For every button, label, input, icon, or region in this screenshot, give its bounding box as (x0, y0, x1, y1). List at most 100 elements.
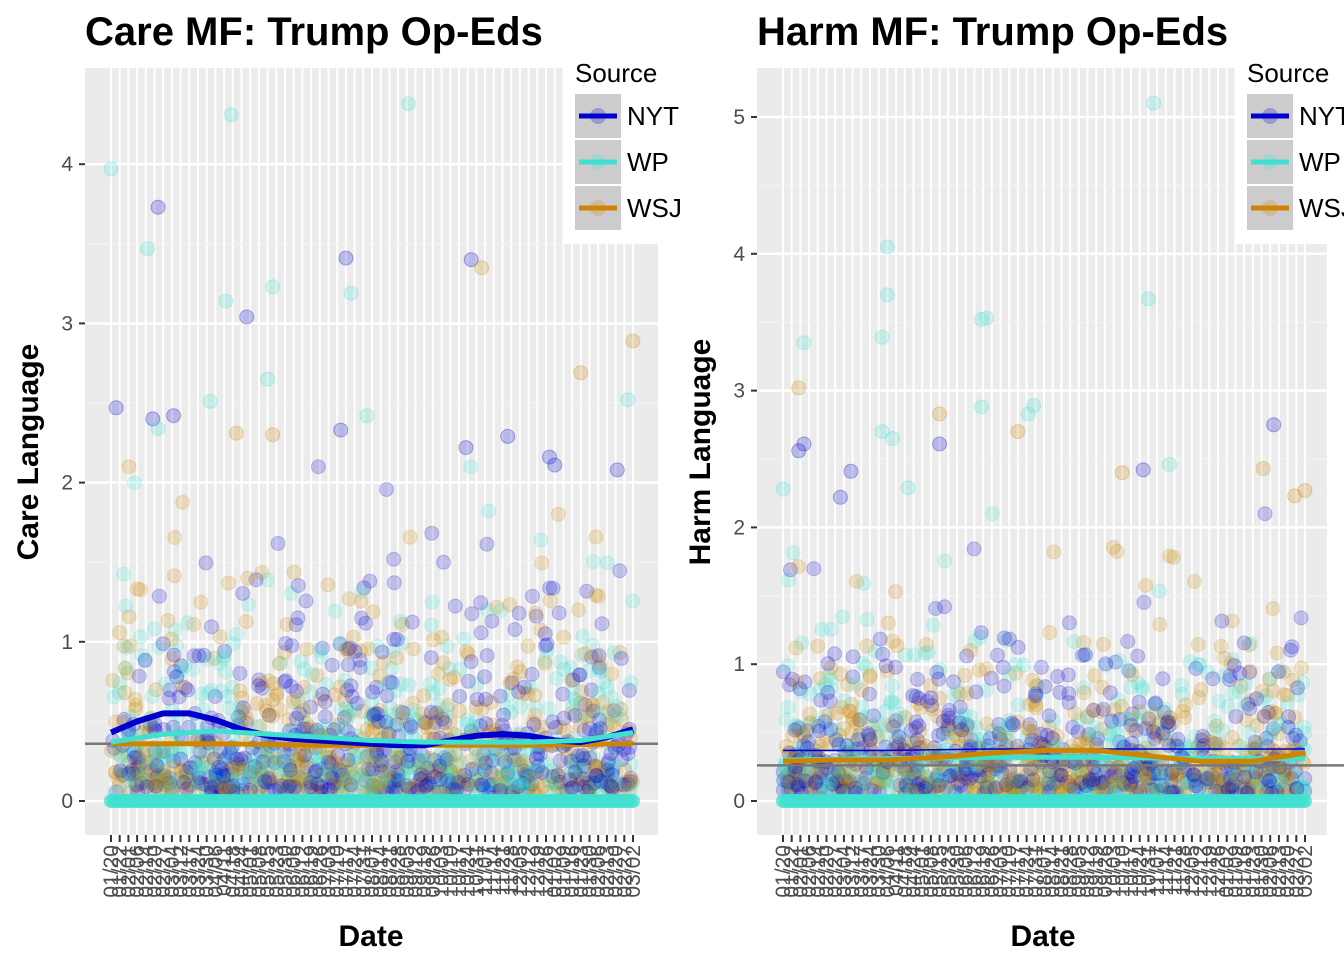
scatter-point (294, 770, 310, 786)
scatter-point (150, 768, 166, 784)
scatter-point (129, 581, 145, 597)
x-tick-label: 02/20 (605, 845, 628, 898)
scatter-point (529, 764, 544, 780)
scatter-point (1060, 774, 1075, 790)
scatter-point (1277, 762, 1292, 778)
scatter-point (344, 770, 360, 786)
scatter-point (966, 541, 982, 557)
scatter-point (1142, 769, 1158, 785)
scatter-point (412, 772, 428, 788)
scatter-point (1082, 772, 1097, 788)
scatter-point (373, 752, 389, 768)
scatter-point (832, 778, 848, 794)
y-tick-label: 5 (733, 106, 745, 129)
scatter-point (189, 776, 205, 792)
scatter-point (781, 774, 797, 790)
scatter-point (585, 703, 601, 719)
scatter-point (330, 747, 346, 763)
scatter-point (842, 703, 858, 719)
scatter-point (1050, 771, 1066, 787)
scatter-point (297, 747, 313, 763)
scatter-point (340, 708, 355, 724)
x-tick-label: 10/10 (439, 845, 462, 898)
scatter-point (373, 772, 389, 788)
scatter-point (603, 690, 619, 706)
scatter-point (496, 707, 511, 723)
scatter-point (346, 770, 362, 785)
scatter-point (394, 635, 410, 651)
scatter-point (469, 676, 485, 692)
scatter-point-outlier (1020, 406, 1036, 422)
scatter-point (286, 769, 302, 785)
y-tick-label: 2 (733, 516, 745, 539)
scatter-point (1140, 777, 1156, 793)
scatter-point (980, 759, 996, 775)
scatter-point (935, 726, 951, 742)
scatter-point (234, 690, 250, 706)
scatter-point (605, 770, 621, 786)
scatter-point (246, 759, 262, 775)
scatter-point (297, 772, 312, 788)
scatter-point (570, 762, 585, 778)
scatter-point (190, 774, 206, 790)
scatter-point (384, 776, 400, 792)
scatter-point (299, 641, 315, 657)
x-tick-label: 11/07 (474, 845, 497, 896)
scatter-point (215, 774, 231, 790)
scatter-point (612, 645, 628, 661)
scatter-point (1177, 778, 1192, 794)
scatter-point (462, 753, 478, 769)
scatter-point (569, 767, 585, 783)
scatter-point (546, 776, 562, 792)
scatter-point (1109, 544, 1125, 559)
scatter-point (421, 775, 437, 791)
scatter-point (517, 767, 533, 783)
scatter-point (1008, 665, 1024, 681)
scatter-point (191, 756, 207, 772)
scatter-point (840, 676, 856, 692)
scatter-point (286, 564, 302, 580)
scatter-point (354, 767, 370, 783)
scatter-point (310, 459, 326, 475)
scatter-point (588, 529, 604, 545)
scatter-point (830, 775, 846, 791)
scatter-point (1152, 763, 1168, 779)
scatter-point (318, 677, 334, 692)
scatter-point (549, 775, 565, 791)
scatter-point (845, 710, 861, 726)
scatter-point (233, 704, 249, 720)
scatter-point (516, 763, 532, 779)
scatter-point (148, 753, 164, 768)
scatter-point (937, 599, 953, 615)
scatter-point (270, 762, 286, 777)
scatter-point (335, 763, 351, 779)
scatter-point (171, 689, 187, 705)
scatter-point (147, 760, 163, 776)
scatter-point (1190, 637, 1206, 652)
scatter-point (309, 776, 325, 792)
scatter-point (548, 776, 563, 792)
scatter-point (229, 751, 245, 767)
scatter-point (567, 764, 583, 780)
scatter-point (860, 726, 876, 741)
scatter-point (599, 762, 615, 778)
scatter-point (1025, 778, 1041, 794)
scatter-point (436, 554, 451, 570)
scatter-point (1006, 778, 1022, 794)
scatter-point (1137, 721, 1153, 736)
scatter-point (315, 766, 331, 782)
scatter-point (386, 575, 402, 591)
scatter-point (1025, 772, 1041, 788)
scatter-point (902, 774, 918, 790)
scatter-point (166, 759, 182, 775)
scatter-point (965, 767, 980, 783)
scatter-point (556, 710, 572, 726)
scatter-point (571, 667, 587, 683)
scatter-point (1030, 688, 1045, 704)
scatter-point (356, 750, 372, 766)
scatter-point (492, 688, 508, 704)
scatter-point (1190, 776, 1206, 791)
scatter-point (574, 684, 590, 700)
scatter-point (175, 679, 191, 695)
scatter-point (1110, 778, 1126, 794)
